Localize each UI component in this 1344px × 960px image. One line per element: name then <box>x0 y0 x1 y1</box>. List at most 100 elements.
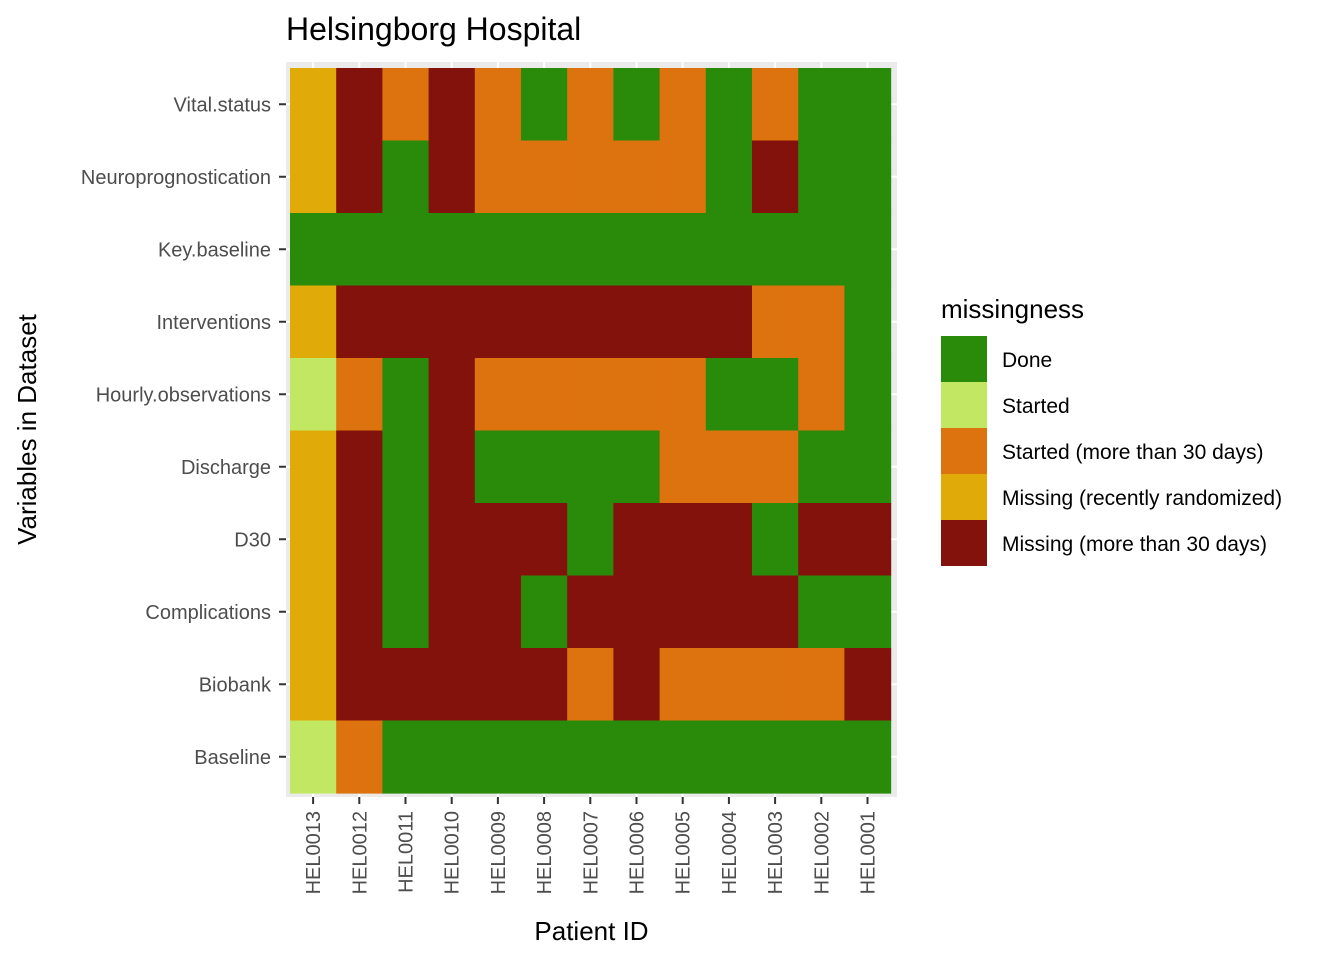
heatmap-cell <box>428 140 476 214</box>
heatmap-cell <box>521 358 568 432</box>
legend-swatch <box>941 474 987 520</box>
heatmap-cell <box>705 430 753 504</box>
y-tick-label: Interventions <box>156 312 271 334</box>
x-tick-label: HEL0010 <box>442 811 464 894</box>
heatmap-cell <box>290 140 337 214</box>
heatmap-cell <box>752 503 799 577</box>
x-tick-label: HEL0008 <box>534 811 556 894</box>
heatmap-cell <box>798 503 845 577</box>
x-tick-label: HEL0005 <box>673 811 695 894</box>
heatmap-cell <box>474 503 522 577</box>
heatmap-cell <box>428 68 476 142</box>
heatmap-cell <box>798 140 845 214</box>
heatmap-cell <box>567 575 614 649</box>
x-tick-label: HEL0007 <box>580 811 602 894</box>
x-tick-label: HEL0013 <box>303 811 325 894</box>
heatmap-cell <box>659 213 707 287</box>
heatmap-cell <box>798 430 845 504</box>
heatmap-cell <box>474 575 522 649</box>
heatmap-cell <box>336 140 383 214</box>
heatmap-cell <box>521 503 568 577</box>
heatmap-cell <box>382 503 430 577</box>
heatmap-cell <box>382 575 430 649</box>
y-axis: Vital.status Neuroprognostication Key.base… <box>81 94 286 769</box>
heatmap-cell <box>474 140 522 214</box>
heatmap-cell <box>659 720 707 794</box>
heatmap-cell <box>474 430 522 504</box>
legend-swatch <box>941 382 987 428</box>
heatmap-cell <box>659 285 707 359</box>
heatmap-cell <box>613 68 661 142</box>
heatmap-cell <box>428 503 476 577</box>
heatmap-cell <box>567 213 614 287</box>
heatmap-cell <box>290 430 337 504</box>
heatmap-cell <box>428 430 476 504</box>
heatmap-cells <box>290 68 892 794</box>
heatmap-cell <box>428 720 476 794</box>
heatmap-cell <box>844 648 892 722</box>
heatmap-cell <box>336 720 383 794</box>
heatmap-cell <box>798 285 845 359</box>
heatmap-cell <box>844 68 892 142</box>
heatmap-cell <box>752 140 799 214</box>
heatmap-cell <box>382 68 430 142</box>
y-tick-label: Biobank <box>199 674 272 696</box>
heatmap-cell <box>844 140 892 214</box>
heatmap-cell <box>428 213 476 287</box>
heatmap-cell <box>659 575 707 649</box>
legend-swatch <box>941 520 987 566</box>
x-axis: HEL0013 HEL0012 HEL0011 HEL0010 HEL0009 HEL00… <box>303 797 880 894</box>
heatmap-cell <box>382 430 430 504</box>
heatmap-cell <box>613 720 661 794</box>
x-tick-label: HEL0006 <box>627 811 649 894</box>
y-axis-title: Variables in Dataset <box>12 313 42 545</box>
chart-title: Helsingborg Hospital <box>286 11 581 47</box>
heatmap-cell <box>705 68 753 142</box>
heatmap-cell <box>567 140 614 214</box>
heatmap-cell <box>752 648 799 722</box>
heatmap-cell <box>474 720 522 794</box>
heatmap-cell <box>521 68 568 142</box>
heatmap-cell <box>336 503 383 577</box>
x-axis-title: Patient ID <box>534 916 648 946</box>
heatmap-cell <box>428 648 476 722</box>
heatmap-cell <box>336 575 383 649</box>
heatmap-cell <box>752 358 799 432</box>
legend-label: Missing (recently randomized) <box>1002 487 1282 510</box>
heatmap-cell <box>659 430 707 504</box>
x-tick-label: HEL0009 <box>488 811 510 894</box>
heatmap-cell <box>798 68 845 142</box>
heatmap-cell <box>474 358 522 432</box>
heatmap-cell <box>521 140 568 214</box>
heatmap-cell <box>659 140 707 214</box>
heatmap-cell <box>474 68 522 142</box>
heatmap-cell <box>382 140 430 214</box>
heatmap-cell <box>798 720 845 794</box>
y-tick-label: Baseline <box>194 747 271 769</box>
heatmap-cell <box>798 213 845 287</box>
heatmap-cell <box>613 575 661 649</box>
legend-label: Started (more than 30 days) <box>1002 441 1263 464</box>
y-tick-label: Complications <box>145 602 271 624</box>
heatmap-cell <box>521 720 568 794</box>
heatmap-cell <box>844 358 892 432</box>
legend: missingness Done Started Started (more tha… <box>941 294 1282 566</box>
heatmap-cell <box>428 285 476 359</box>
heatmap-cell <box>567 358 614 432</box>
heatmap-cell <box>521 575 568 649</box>
x-tick-label: HEL0002 <box>811 811 833 894</box>
legend-swatch <box>941 428 987 474</box>
heatmap-cell <box>752 430 799 504</box>
y-tick-label: Discharge <box>181 457 271 479</box>
heatmap-cell <box>613 503 661 577</box>
heatmap-cell <box>752 575 799 649</box>
x-tick-label: HEL0003 <box>765 811 787 894</box>
legend-title: missingness <box>941 294 1084 324</box>
heatmap-cell <box>613 648 661 722</box>
heatmap-cell <box>382 720 430 794</box>
heatmap-cell <box>428 358 476 432</box>
heatmap-cell <box>752 213 799 287</box>
heatmap-cell <box>290 503 337 577</box>
heatmap-cell <box>336 285 383 359</box>
heatmap-cell <box>752 285 799 359</box>
